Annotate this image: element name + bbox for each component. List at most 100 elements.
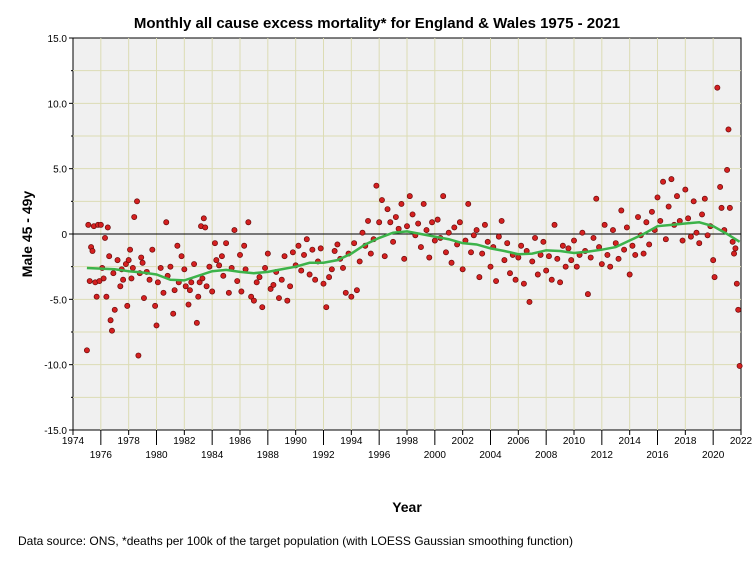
data-point [579,229,586,236]
data-point [114,257,121,264]
data-point [107,317,114,324]
data-point [196,279,203,286]
data-point [186,287,193,294]
data-point [557,279,564,286]
data-point [657,217,664,224]
x-tick-label: 2002 [452,436,475,447]
x-tick-label: 2022 [730,436,753,447]
data-point [562,263,569,270]
y-tick-label: 0 [61,230,67,241]
data-point [231,227,238,234]
data-point [693,229,700,236]
data-point [309,246,316,253]
data-point [171,287,178,294]
data-points [83,84,743,369]
data-point [604,251,611,258]
data-point [714,84,721,91]
y-tick-label: 5.0 [53,165,67,176]
data-source-note: Data source: ONS, *deaths per 100k of th… [18,534,573,548]
data-point [448,259,455,266]
data-point [163,219,170,226]
x-tick-label: 1980 [145,450,168,461]
data-point [331,248,338,254]
data-point [717,184,724,190]
data-point [451,224,458,231]
data-point [565,245,572,252]
data-point [640,250,647,257]
data-point [317,245,324,252]
x-tick-label: 1998 [396,436,419,447]
x-tick-label: 2020 [702,450,725,461]
x-tick-label: 1990 [285,436,308,447]
data-point [127,246,134,253]
data-point [320,280,327,287]
y-tick-label: 15.0 [48,34,68,45]
data-point [512,276,519,283]
x-axis-label: Year [392,499,422,515]
data-point [365,217,371,224]
data-point [711,274,718,281]
data-point [687,233,694,240]
data-point [696,240,703,247]
data-point [690,198,697,205]
data-point [554,255,561,262]
data-point [540,238,547,245]
data-point [470,232,477,239]
data-point [225,289,232,296]
data-point [253,279,260,286]
data-point [473,227,480,234]
x-tick-label: 1982 [173,436,196,447]
data-point [109,327,115,334]
data-point [267,285,274,292]
data-point [287,283,294,290]
x-tick-label: 1974 [62,436,85,447]
data-point [665,203,672,210]
data-point [434,216,441,223]
data-point [270,282,277,288]
data-point [96,278,103,284]
data-point [211,240,218,247]
data-point [682,186,689,193]
data-point [359,229,366,236]
data-point [160,289,167,296]
loess-smooth-line [86,220,741,282]
data-point [312,276,319,283]
data-point [456,219,463,226]
data-point [443,249,449,256]
x-tick-label: 1986 [229,436,252,447]
data-point [423,227,430,234]
data-point [498,217,505,224]
x-tick-label: 1988 [257,450,280,461]
x-tick-label: 2014 [619,436,642,447]
data-point [685,215,692,222]
data-point [598,261,605,268]
data-point [110,270,117,277]
data-point [326,274,333,281]
data-point [170,310,177,317]
data-point [323,304,330,311]
data-point [256,274,263,281]
data-point [153,322,160,329]
data-point [459,266,466,273]
x-tick-label: 1992 [312,450,335,461]
data-point [328,266,335,273]
data-point [83,347,90,354]
data-point [607,263,614,270]
data-point [735,306,742,313]
data-point [340,265,346,271]
x-tick-label: 2016 [646,450,669,461]
data-point [417,244,424,251]
data-point [264,250,271,257]
data-point [117,283,124,290]
data-point [643,219,650,226]
data-point [216,262,223,269]
data-point [532,234,538,241]
data-point [237,251,243,258]
data-point [379,197,385,203]
data-point [632,251,639,258]
data-point [518,242,525,249]
data-point [587,254,594,261]
data-point [278,276,285,283]
data-point [174,242,181,249]
